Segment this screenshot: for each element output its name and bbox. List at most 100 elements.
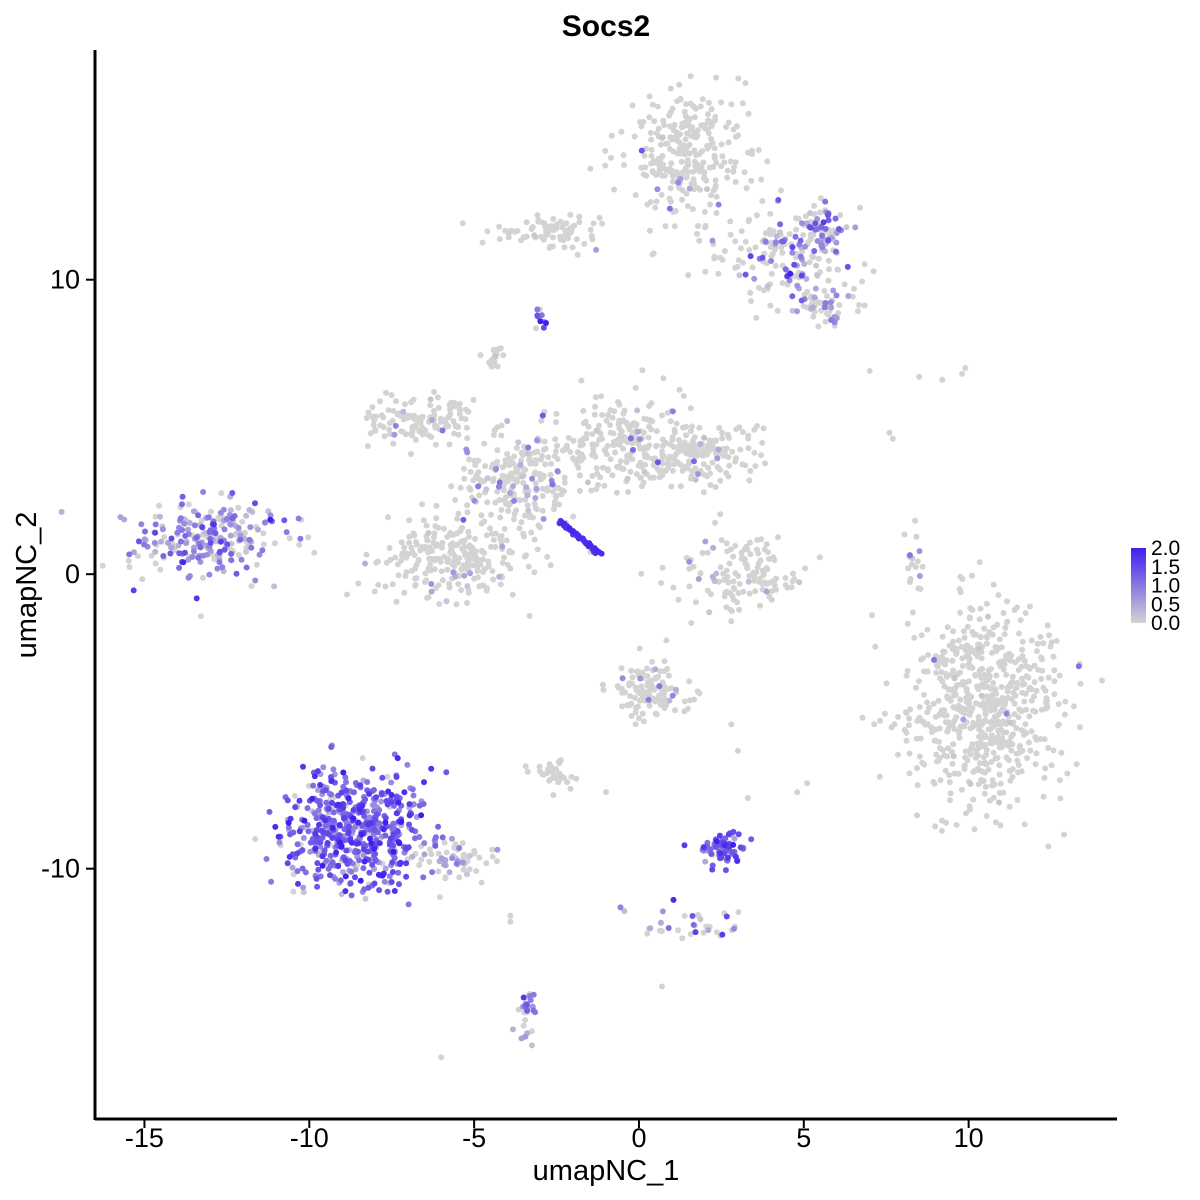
data-point <box>409 549 416 556</box>
data-point <box>395 869 402 876</box>
data-point <box>248 544 255 551</box>
data-point <box>229 515 236 522</box>
data-point <box>719 931 726 938</box>
data-point <box>409 428 416 435</box>
data-point <box>358 831 365 838</box>
data-point <box>815 255 822 262</box>
data-point <box>719 435 726 442</box>
data-point <box>734 858 741 864</box>
data-point <box>391 888 398 894</box>
data-point <box>260 530 267 537</box>
data-point <box>323 799 330 806</box>
data-point <box>889 435 896 442</box>
data-point <box>540 516 547 522</box>
data-point <box>404 761 411 768</box>
data-point <box>595 481 601 488</box>
data-point <box>397 859 404 866</box>
data-point <box>689 468 696 475</box>
data-point <box>707 201 714 208</box>
data-point <box>978 655 985 662</box>
data-point <box>607 407 614 414</box>
data-point <box>522 763 529 770</box>
data-point <box>167 550 174 557</box>
data-point <box>772 239 779 246</box>
data-point <box>638 683 645 690</box>
data-point <box>754 546 760 553</box>
data-point <box>340 769 347 776</box>
data-point <box>997 780 1004 787</box>
data-point <box>328 744 335 750</box>
data-point <box>671 223 678 230</box>
data-point <box>445 414 452 421</box>
data-point <box>796 579 803 586</box>
data-point <box>1013 725 1020 732</box>
data-point <box>997 822 1004 829</box>
data-point <box>747 468 754 474</box>
data-point <box>654 695 661 702</box>
data-point <box>185 501 192 508</box>
data-point <box>317 782 324 788</box>
data-point <box>825 212 831 219</box>
data-point <box>570 437 577 444</box>
data-point <box>758 536 765 543</box>
data-point <box>214 565 221 572</box>
data-point <box>216 559 223 566</box>
data-point <box>314 860 321 867</box>
data-point <box>552 448 559 455</box>
data-point <box>431 566 438 573</box>
data-point <box>506 547 513 554</box>
data-point <box>523 219 530 226</box>
data-point <box>941 707 948 714</box>
data-point <box>248 583 255 589</box>
data-point <box>755 284 762 291</box>
data-point <box>623 419 630 426</box>
data-point <box>597 430 604 437</box>
data-point <box>712 438 719 445</box>
data-point <box>317 802 324 809</box>
data-point <box>702 538 709 545</box>
x-tick-label: 10 <box>954 1123 984 1153</box>
data-point <box>467 468 474 475</box>
data-point <box>937 745 943 752</box>
data-point <box>654 103 661 110</box>
data-point <box>995 700 1001 707</box>
data-point <box>442 862 449 869</box>
data-point <box>533 506 540 513</box>
data-point <box>814 238 821 244</box>
data-point <box>681 698 688 705</box>
data-point <box>356 857 363 864</box>
data-point <box>641 689 648 696</box>
data-point <box>525 444 532 451</box>
data-point <box>914 782 921 789</box>
data-point <box>470 547 477 554</box>
data-point <box>770 554 777 561</box>
data-point <box>430 407 437 414</box>
data-point <box>589 236 596 243</box>
data-point <box>186 520 193 526</box>
data-point <box>725 579 732 586</box>
data-point <box>471 497 478 504</box>
data-point <box>476 854 483 861</box>
data-point <box>632 192 639 199</box>
data-point <box>736 424 743 431</box>
data-point <box>1007 657 1014 664</box>
data-point <box>909 609 916 616</box>
data-point <box>637 119 644 126</box>
data-point <box>746 590 753 597</box>
data-point <box>611 186 618 193</box>
data-point <box>737 446 744 453</box>
data-point <box>363 551 370 558</box>
data-point <box>962 754 969 761</box>
data-point <box>748 298 754 304</box>
data-point <box>955 706 962 712</box>
data-point <box>995 727 1002 734</box>
x-tick-label: 0 <box>631 1123 646 1153</box>
data-point <box>452 497 459 503</box>
data-point <box>315 866 322 873</box>
data-point <box>259 547 266 554</box>
data-point <box>235 524 242 531</box>
data-point <box>666 205 673 212</box>
data-point <box>406 821 412 828</box>
x-tick-label: -10 <box>290 1123 329 1153</box>
data-point <box>553 419 559 425</box>
